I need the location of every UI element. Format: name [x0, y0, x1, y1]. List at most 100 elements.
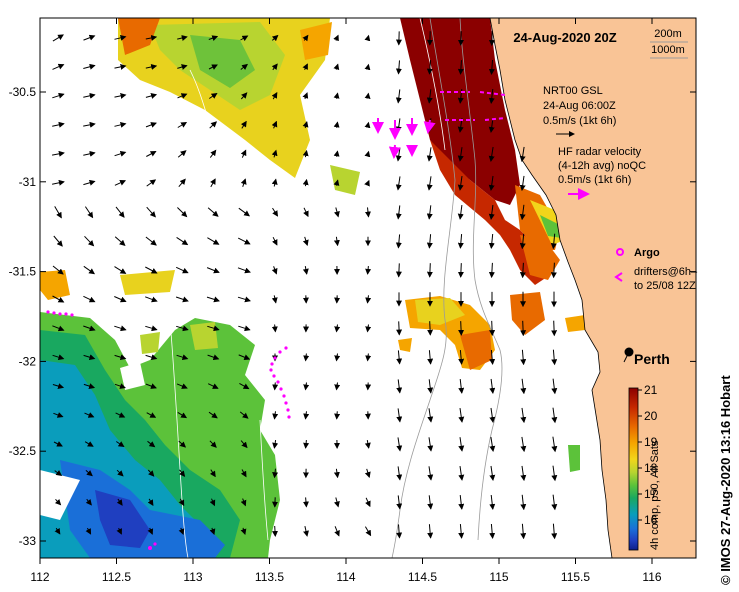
velocity-arrow: [179, 469, 186, 477]
velocity-arrow: [175, 296, 189, 303]
argo-symbol: [616, 248, 624, 256]
velocity-arrow: [396, 437, 403, 452]
velocity-arrow: [427, 350, 434, 365]
velocity-arrow: [54, 498, 62, 506]
velocity-arrow: [272, 525, 278, 537]
velocity-arrow: [333, 63, 340, 71]
velocity-arrow: [178, 440, 187, 448]
velocity-arrow: [426, 234, 433, 249]
velocity-arrow: [209, 121, 218, 129]
velocity-arrow: [364, 63, 371, 71]
velocity-arrow: [114, 63, 127, 70]
velocity-arrow: [426, 263, 433, 278]
velocity-arrow: [395, 234, 402, 249]
velocity-arrow: [364, 34, 371, 42]
velocity-arrow: [427, 466, 434, 481]
velocity-arrow: [208, 411, 218, 419]
velocity-arrow: [147, 440, 156, 448]
perth-label: Perth: [634, 351, 670, 367]
velocity-arrow: [458, 321, 465, 336]
x-tick-label: 112: [30, 570, 49, 584]
velocity-arrow: [85, 498, 92, 506]
radar-name: HF radar velocity: [558, 146, 642, 158]
velocity-arrow: [488, 59, 495, 75]
velocity-arrow: [364, 526, 372, 537]
contour-label-1000m: 1000m: [651, 44, 685, 56]
drifter-tracks: [46, 310, 291, 550]
velocity-arrow: [303, 411, 310, 420]
velocity-arrow: [52, 295, 65, 303]
velocity-arrow: [239, 382, 250, 390]
velocity-arrow: [147, 498, 154, 506]
velocity-arrow: [206, 267, 220, 274]
x-axis: 112 112.5 113 113.5 114 114.5 115 115.5 116: [30, 18, 662, 584]
velocity-arrow: [489, 523, 496, 539]
velocity-arrow: [271, 295, 278, 304]
velocity-arrow: [488, 262, 495, 279]
velocity-arrow: [240, 527, 247, 536]
velocity-arrow: [240, 149, 247, 158]
velocity-arrow: [147, 527, 154, 535]
velocity-arrow: [365, 266, 372, 275]
velocity-arrow: [146, 151, 157, 157]
velocity-arrow: [52, 325, 65, 332]
velocity-arrow: [85, 527, 92, 535]
x-tick-label: 114: [336, 570, 355, 584]
velocity-arrow: [488, 175, 495, 191]
velocity-arrow: [520, 349, 527, 366]
velocity-arrow: [83, 179, 96, 186]
velocity-arrow: [176, 236, 189, 246]
velocity-arrow: [272, 411, 279, 420]
velocity-arrow: [334, 207, 340, 218]
velocity-arrow: [240, 92, 248, 100]
colorbar: [628, 387, 639, 551]
velocity-arrow: [520, 378, 527, 395]
velocity-arrow: [115, 412, 126, 418]
velocity-arrow: [333, 121, 340, 128]
velocity-arrow: [302, 92, 309, 100]
velocity-arrow: [53, 441, 63, 447]
colorbar-tick-label: 18: [644, 461, 658, 475]
velocity-arrow: [116, 527, 122, 535]
velocity-arrow: [303, 207, 309, 218]
velocity-arrow: [52, 179, 65, 186]
velocity-arrow: [271, 266, 278, 275]
velocity-arrow: [145, 354, 158, 361]
velocity-arrow: [302, 266, 309, 275]
velocity-arrow: [489, 320, 496, 337]
velocity-arrow: [52, 34, 64, 42]
velocity-arrow: [520, 407, 527, 424]
velocity-arrow: [84, 441, 94, 447]
velocity-arrow: [209, 469, 216, 478]
velocity-arrow: [52, 63, 65, 70]
velocity-arrow: [271, 34, 279, 42]
velocity-arrow: [302, 34, 309, 42]
velocity-arrow: [333, 179, 340, 187]
velocity-arrow: [396, 495, 403, 510]
velocity-arrow: [426, 89, 433, 104]
velocity-arrow: [177, 150, 187, 158]
velocity-arrow: [365, 497, 371, 508]
velocity-arrow: [364, 440, 371, 449]
velocity-arrow: [238, 354, 251, 361]
velocity-arrow: [208, 35, 219, 42]
velocity-arrow: [427, 495, 434, 510]
velocity-arrow: [427, 437, 434, 452]
velocity-arrow: [177, 411, 188, 419]
velocity-arrow: [457, 147, 464, 162]
velocity-arrow: [489, 465, 496, 481]
velocity-arrow: [54, 206, 62, 219]
velocity-arrow: [396, 379, 403, 394]
velocity-arrow: [395, 263, 402, 278]
velocity-arrow: [114, 383, 126, 389]
velocity-arrow: [519, 175, 526, 192]
velocity-arrow: [396, 466, 403, 481]
y-tick-label: -32.5: [9, 444, 37, 458]
velocity-arrow: [237, 296, 251, 303]
velocity-arrow: [209, 149, 217, 158]
velocity-arrow: [114, 354, 127, 361]
velocity-arrow: [54, 470, 63, 476]
velocity-arrow: [83, 121, 96, 128]
velocity-arrow: [116, 441, 125, 448]
velocity-arrow: [209, 527, 216, 536]
